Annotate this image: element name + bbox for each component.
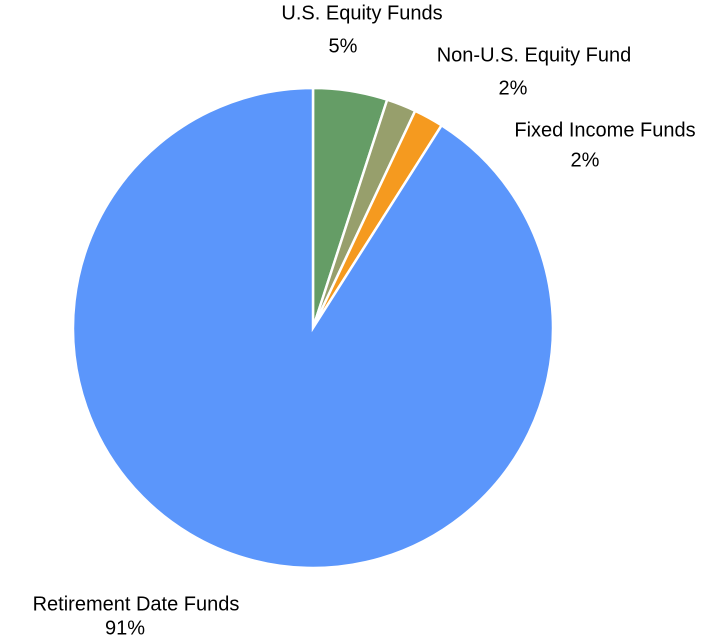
slice-label: Retirement Date Funds	[33, 593, 240, 615]
slice-value-label: 2%	[499, 77, 528, 99]
slice-label: U.S. Equity Funds	[281, 2, 442, 24]
slice-value-label: 2%	[571, 149, 600, 171]
slice-label: Non-U.S. Equity Fund	[437, 44, 632, 66]
slice-label: Fixed Income Funds	[514, 119, 695, 141]
slice-value-label: 5%	[329, 35, 358, 57]
slice-value-label: 91%	[105, 617, 145, 639]
pie-slice	[71, 86, 555, 570]
